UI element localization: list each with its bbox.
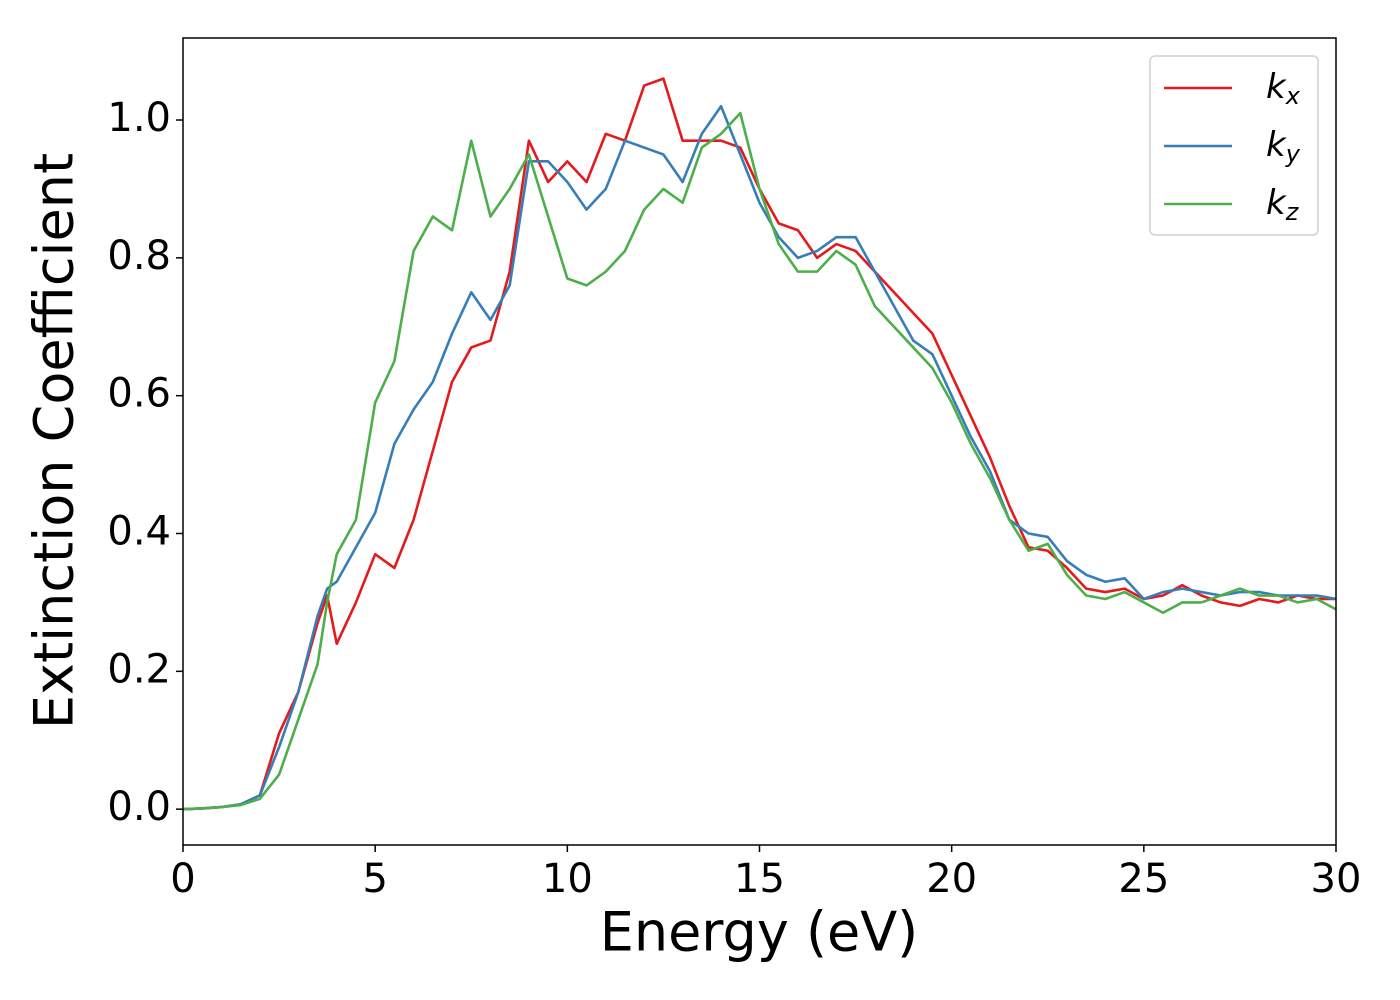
y-axis-label: Extinction Coefficient — [23, 153, 86, 729]
plot-frame — [182, 37, 1337, 846]
x-tick-label: 30 — [1311, 856, 1362, 902]
line-series — [183, 111, 1336, 811]
legend-label: kz — [1266, 183, 1300, 227]
legend-label: ky — [1266, 125, 1301, 169]
line-series — [183, 104, 1336, 811]
y-tick-label: 0.8 — [107, 233, 171, 279]
x-tick-label: 15 — [734, 856, 785, 902]
x-tick-label: 10 — [542, 856, 593, 902]
x-tick-label: 0 — [170, 856, 195, 902]
y-tick-label: 0.2 — [107, 646, 171, 692]
y-tick-label: 0.0 — [107, 784, 171, 830]
x-tick-label: 5 — [362, 856, 387, 902]
legend-label: kx — [1266, 67, 1301, 111]
y-tick-label: 0.6 — [107, 371, 171, 417]
y-tick-label: 1.0 — [107, 95, 171, 141]
x-tick-label: 20 — [926, 856, 977, 902]
y-tick-label: 0.4 — [107, 509, 171, 555]
x-tick-label: 25 — [1118, 856, 1169, 902]
x-axis-label: Energy (eV) — [600, 901, 919, 964]
legend-box — [1149, 55, 1319, 236]
